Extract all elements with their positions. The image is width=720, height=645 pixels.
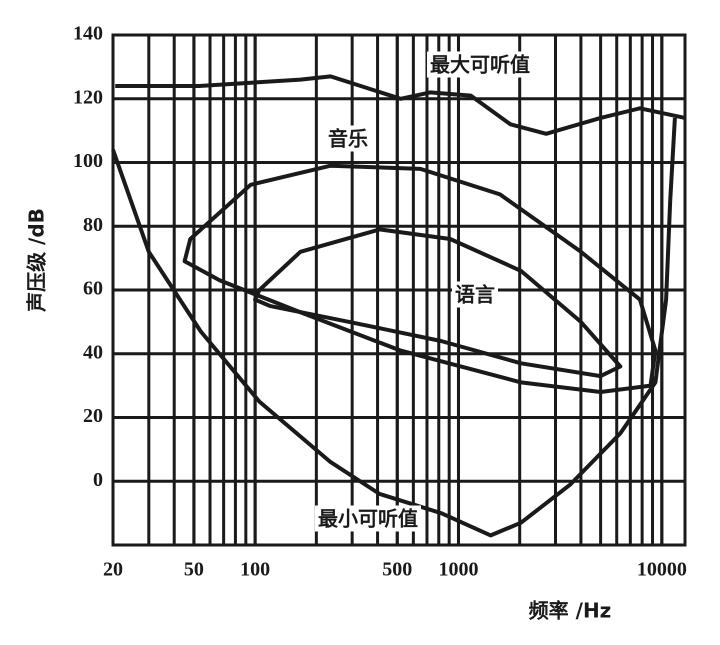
curve <box>182 163 658 394</box>
curve <box>115 74 686 136</box>
curve-label-bg <box>325 125 371 152</box>
curve-label: 最大可听值 <box>430 53 530 77</box>
x-tick-label: 100 <box>240 559 270 581</box>
curve <box>111 117 677 538</box>
y-tick-label: 60 <box>83 278 103 300</box>
x-tick-label: 10000 <box>637 559 687 581</box>
y-tick-label: 0 <box>93 469 103 491</box>
y-tick-label: 80 <box>83 214 103 236</box>
curve-label-bg <box>427 51 533 78</box>
x-tick-label: 20 <box>103 559 123 581</box>
x-tick-label: 50 <box>184 559 204 581</box>
y-tick-label: 140 <box>73 23 103 45</box>
curve <box>253 227 623 379</box>
curve-label: 音乐 <box>328 127 368 151</box>
curve-label-bg <box>452 281 498 308</box>
curve-label-bg <box>315 505 421 532</box>
curve-label: 语言 <box>455 283 495 307</box>
y-axis-label: 声压级 /dB <box>25 208 49 313</box>
curve-label: 最小可听值 <box>318 507 418 531</box>
y-tick-label: 40 <box>83 341 103 363</box>
x-tick-label: 1000 <box>438 559 478 581</box>
x-axis-label: 频率 /Hz <box>529 599 612 623</box>
y-tick-label: 100 <box>73 150 103 172</box>
y-tick-label: 20 <box>83 405 103 427</box>
y-tick-label: 120 <box>73 86 103 108</box>
x-tick-label: 500 <box>382 559 412 581</box>
